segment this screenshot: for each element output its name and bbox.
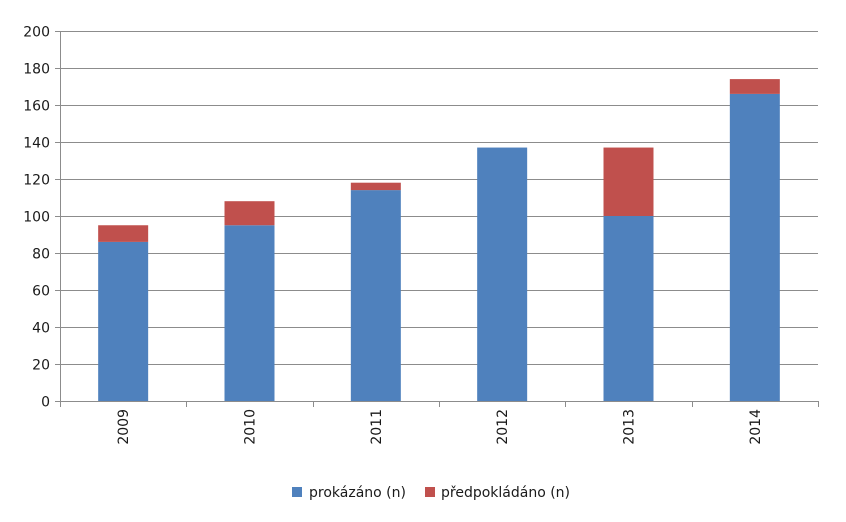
x-tick-label: 2010 — [243, 409, 259, 445]
y-tick-label: 160 — [23, 99, 50, 115]
y-tick-label: 140 — [23, 136, 50, 152]
y-tick-label: 200 — [23, 25, 50, 41]
y-tick-label: 120 — [23, 173, 50, 189]
y-tick-label: 20 — [32, 358, 50, 374]
bar-2013-series-0 — [603, 216, 654, 401]
legend-label: předpokládáno (n) — [441, 485, 570, 501]
y-tick-label: 60 — [32, 284, 50, 300]
x-tick-label: 2009 — [116, 409, 132, 445]
bar-2011-series-1 — [350, 182, 401, 191]
y-tick-label: 40 — [32, 321, 50, 337]
x-tick-label: 2013 — [622, 409, 638, 445]
axes — [55, 31, 819, 407]
bar-2012-series-0 — [477, 147, 528, 401]
grid — [60, 31, 818, 365]
legend-label: prokázáno (n) — [309, 485, 406, 501]
y-tick-label: 0 — [41, 395, 50, 411]
bar-2013-series-1 — [603, 147, 654, 216]
bar-2009-series-1 — [98, 225, 149, 242]
y-tick-label: 180 — [23, 62, 50, 78]
x-tick-label: 2012 — [495, 409, 511, 445]
bar-2010-series-1 — [224, 201, 275, 226]
bar-2009-series-0 — [98, 241, 149, 401]
bar-2014-series-1 — [729, 79, 780, 94]
legend-swatch — [292, 487, 302, 497]
y-tick-label: 100 — [23, 210, 50, 226]
x-tick-label: 2014 — [748, 409, 764, 445]
y-tick-label: 80 — [32, 247, 50, 263]
x-tick-label: 2011 — [369, 409, 385, 445]
bar-2010-series-0 — [224, 225, 275, 401]
tick-labels: 0 20 40 60 80 100 120 140 160 180 200 2009 2010 2011 2… — [23, 25, 764, 445]
bars — [98, 79, 780, 402]
legend-swatch — [425, 487, 435, 497]
bar-2014-series-0 — [729, 93, 780, 402]
bar-2011-series-0 — [350, 190, 401, 401]
legend: prokázáno (n) předpokládáno (n) — [292, 485, 570, 501]
